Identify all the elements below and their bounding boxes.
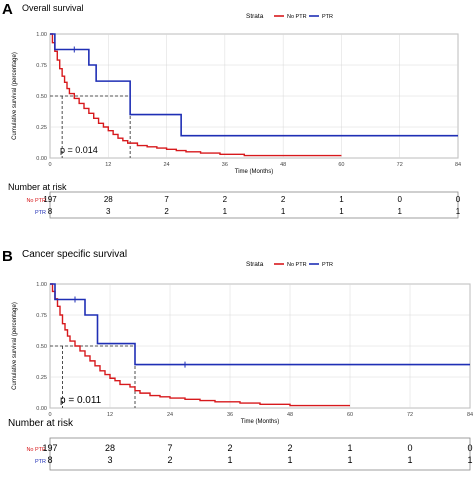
x-tick-label: 84 — [455, 162, 461, 168]
risk-count: 197 — [42, 443, 57, 453]
risk-count: 2 — [167, 455, 172, 465]
x-tick-label: 84 — [467, 412, 473, 418]
risk-count: 0 — [467, 443, 472, 453]
risk-count: 1 — [456, 207, 461, 216]
risk-count: 1 — [467, 455, 472, 465]
x-axis-label: Time (Months) — [235, 169, 273, 175]
y-tick-label: 0.50 — [36, 94, 47, 100]
y-tick-label: 1.00 — [36, 282, 47, 288]
y-tick-label: 0.75 — [36, 313, 47, 319]
x-tick-label: 60 — [347, 412, 353, 418]
risk-count: 1 — [407, 455, 412, 465]
risk-count: 197 — [43, 195, 57, 204]
risk-table-title: Number at risk — [8, 182, 67, 192]
x-tick-label: 12 — [107, 412, 113, 418]
x-tick-label: 72 — [397, 162, 403, 168]
x-tick-label: 36 — [227, 412, 233, 418]
risk-count: 1 — [339, 195, 344, 204]
y-axis-label: Cumulative survival (percentage) — [12, 302, 18, 390]
risk-count: 1 — [223, 207, 228, 216]
risk-count: 0 — [397, 195, 402, 204]
risk-count: 3 — [107, 455, 112, 465]
x-tick-label: 0 — [48, 412, 51, 418]
risk-count: 2 — [164, 207, 169, 216]
series-line-no-ptr — [50, 283, 350, 407]
y-tick-label: 0.75 — [36, 63, 47, 69]
risk-count: 1 — [281, 207, 286, 216]
risk-count: 2 — [223, 195, 228, 204]
risk-count: 0 — [456, 195, 461, 204]
legend-title: Strata — [246, 261, 264, 268]
legend-title: Strata — [246, 13, 264, 20]
y-tick-label: 0.00 — [36, 406, 47, 412]
x-tick-label: 12 — [105, 162, 111, 168]
risk-count: 2 — [227, 443, 232, 453]
risk-count: 28 — [104, 195, 113, 204]
risk-count: 1 — [347, 443, 352, 453]
x-tick-label: 24 — [164, 162, 170, 168]
risk-count: 28 — [105, 443, 115, 453]
y-tick-label: 0.25 — [36, 125, 47, 131]
x-tick-label: 48 — [287, 412, 293, 418]
legend-entry: No PTR — [287, 262, 307, 268]
risk-count: 8 — [48, 207, 53, 216]
y-tick-label: 0.50 — [36, 344, 47, 350]
risk-count: 0 — [407, 443, 412, 453]
risk-table-frame — [49, 191, 459, 219]
risk-table-frame — [49, 437, 471, 471]
y-axis-label: Cumulative survival (percentage) — [12, 52, 18, 140]
x-axis-label: Time (Months) — [241, 419, 279, 425]
x-tick-label: 0 — [48, 162, 51, 168]
risk-row-label: No PTR — [26, 447, 46, 453]
risk-count: 2 — [287, 443, 292, 453]
risk-count: 1 — [227, 455, 232, 465]
risk-row-label: PTR — [35, 210, 46, 216]
panel-letter: A — [2, 1, 13, 18]
risk-row-label: No PTR — [26, 198, 46, 204]
risk-count: 1 — [287, 455, 292, 465]
risk-count: 1 — [339, 207, 344, 216]
x-tick-label: 72 — [407, 412, 413, 418]
p-value-label: p = 0.014 — [60, 145, 98, 155]
legend-entry: No PTR — [287, 14, 307, 20]
x-tick-label: 60 — [338, 162, 344, 168]
chart-title: Cancer specific survival — [22, 249, 127, 260]
y-tick-label: 0.25 — [36, 375, 47, 381]
risk-table-title: Number at risk — [8, 418, 74, 429]
y-tick-label: 0.00 — [36, 156, 47, 162]
series-line-no-ptr — [50, 33, 342, 157]
risk-count: 1 — [347, 455, 352, 465]
x-tick-label: 48 — [280, 162, 286, 168]
series-line-ptr — [50, 33, 458, 137]
legend-entry: PTR — [322, 262, 333, 268]
chart-title: Overall survival — [22, 3, 84, 13]
series-line-ptr — [50, 283, 470, 366]
p-value-label: p = 0.011 — [60, 395, 102, 406]
panel-letter: B — [2, 248, 13, 265]
legend-entry: PTR — [322, 14, 333, 20]
risk-row-label: PTR — [35, 459, 46, 465]
risk-count: 8 — [47, 455, 52, 465]
risk-count: 7 — [167, 443, 172, 453]
x-tick-label: 36 — [222, 162, 228, 168]
risk-count: 3 — [106, 207, 111, 216]
x-tick-label: 24 — [167, 412, 173, 418]
risk-count: 1 — [397, 207, 402, 216]
y-tick-label: 1.00 — [36, 32, 47, 38]
risk-count: 2 — [281, 195, 286, 204]
risk-count: 7 — [164, 195, 169, 204]
